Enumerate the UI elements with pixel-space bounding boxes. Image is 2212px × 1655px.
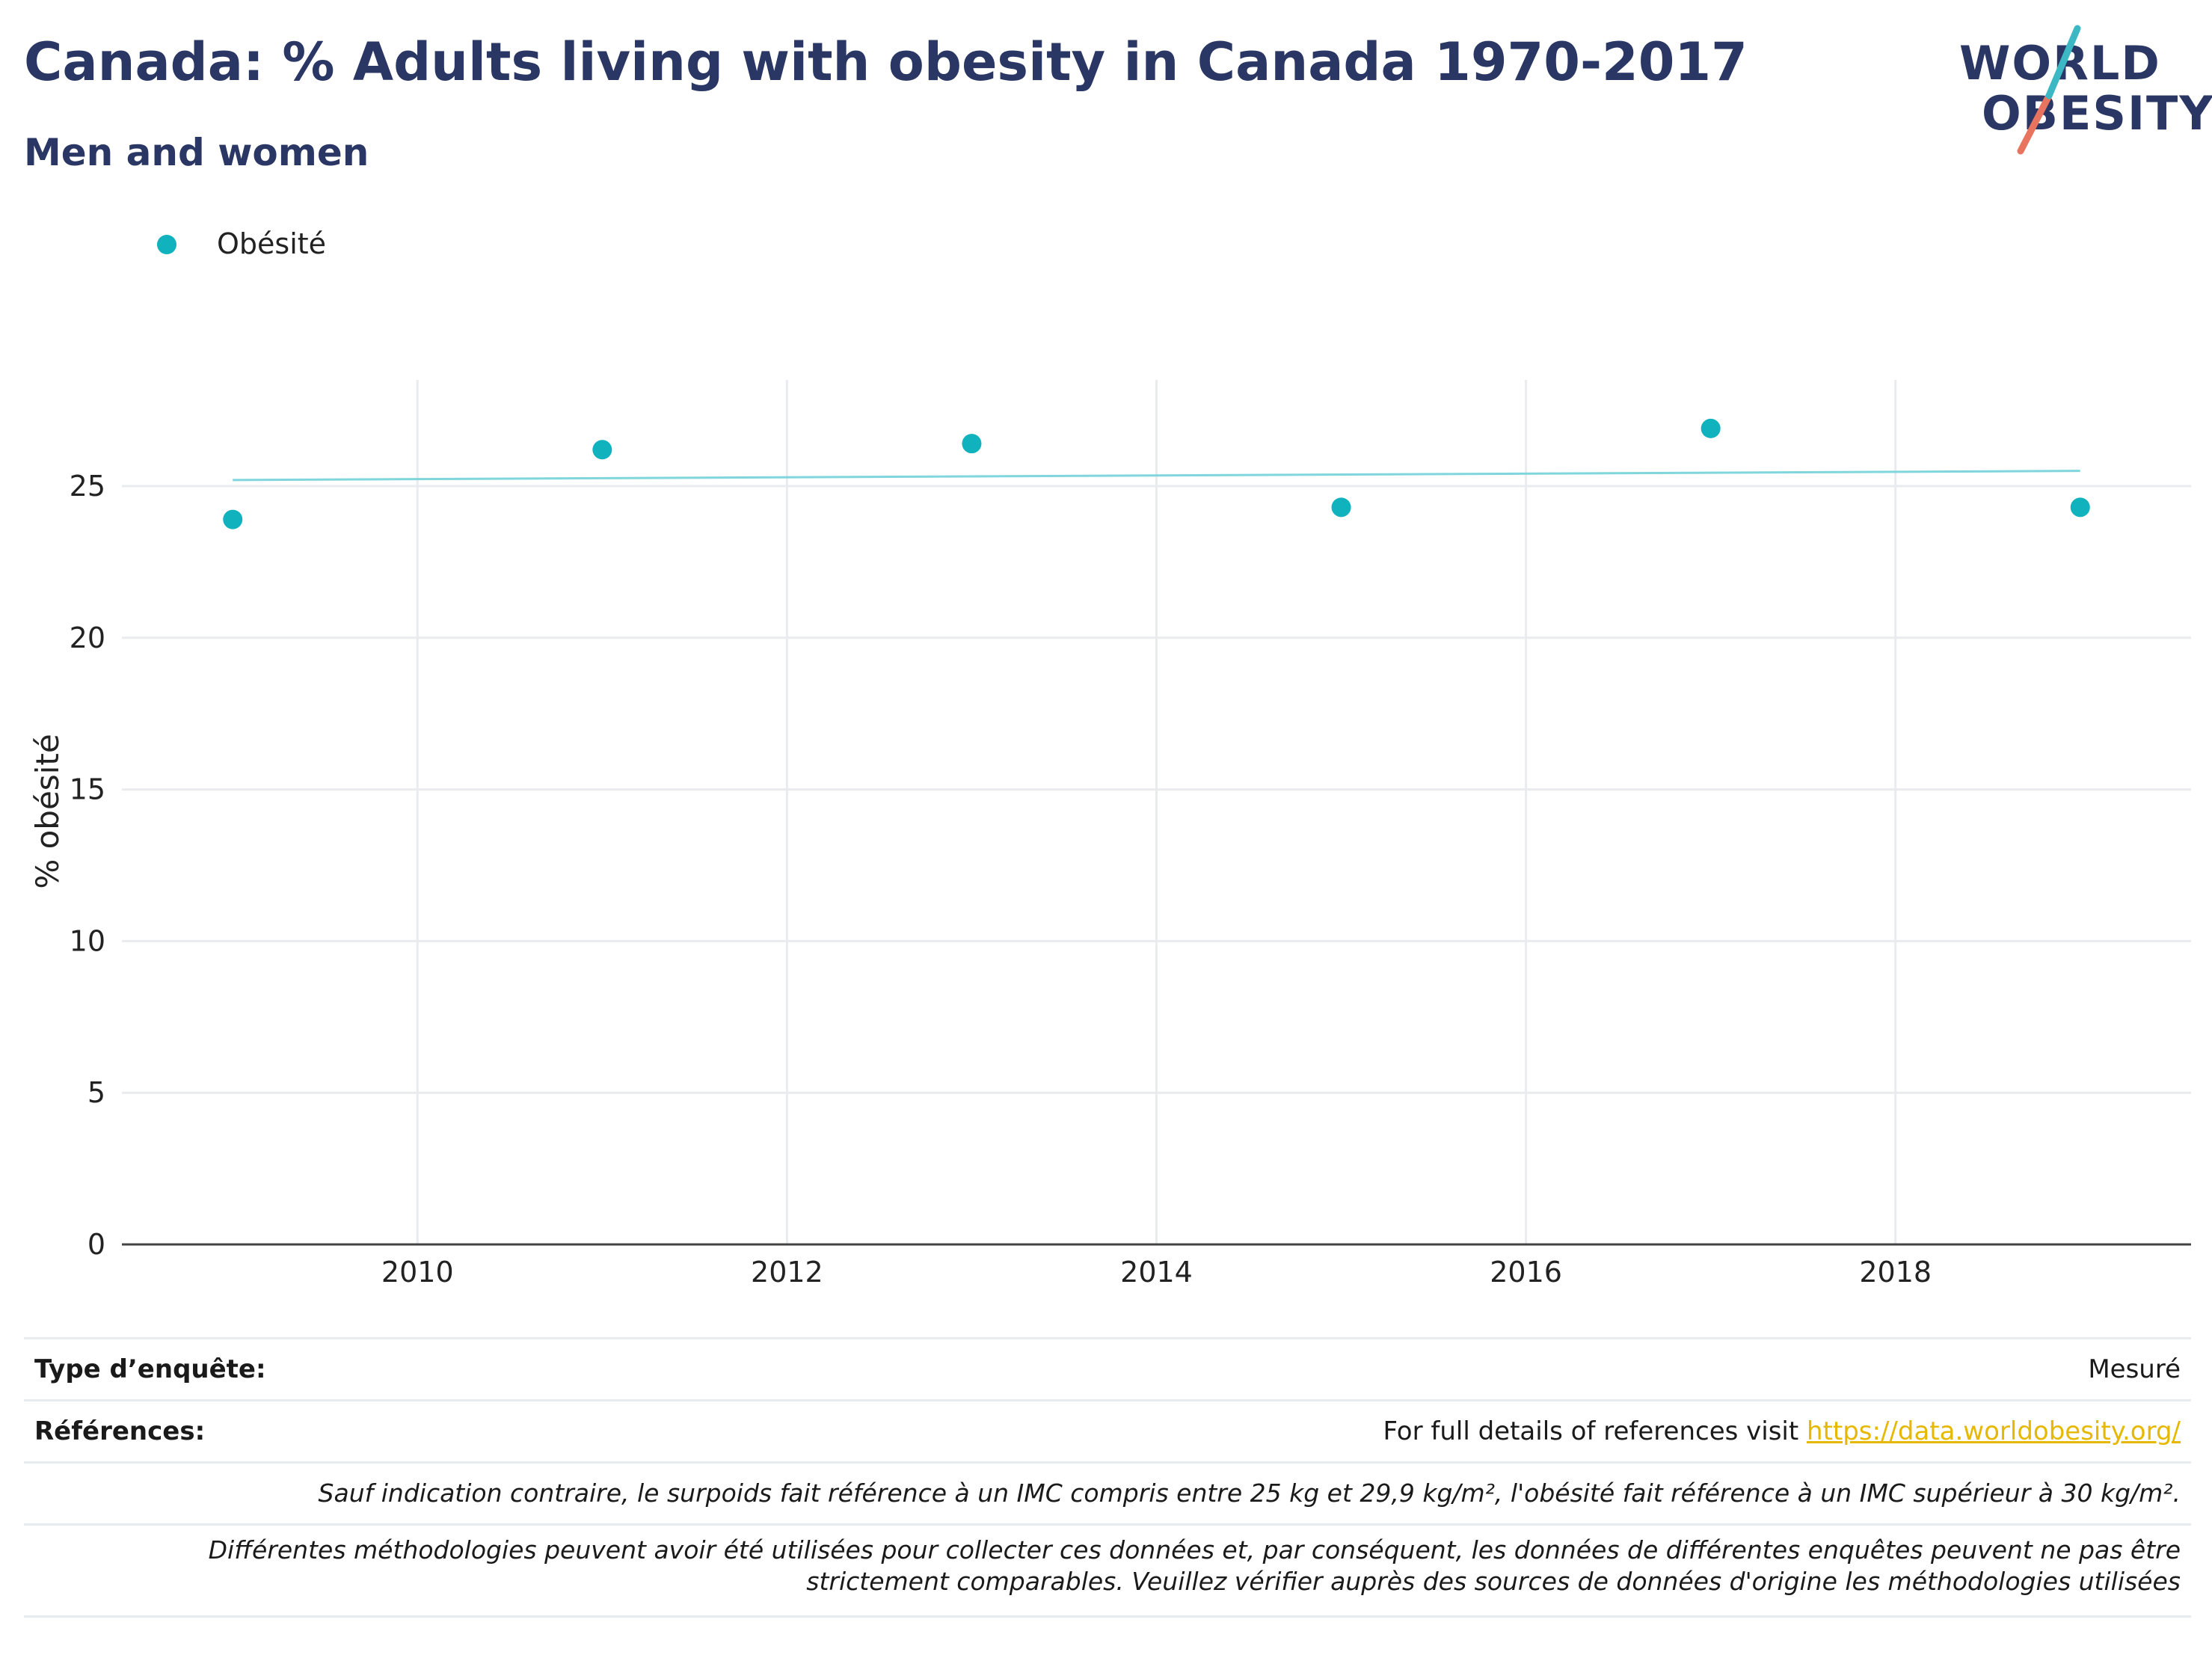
chart-footer: Type d’enquête: Mesuré Références: For f… (24, 1337, 2191, 1618)
references-value: For full details of references visit htt… (1383, 1416, 2181, 1446)
y-tick-label: 20 (70, 621, 105, 654)
data-point (2070, 497, 2090, 518)
references-row: Références: For full details of referenc… (24, 1399, 2191, 1461)
survey-type-row: Type d’enquête: Mesuré (24, 1337, 2191, 1399)
data-point (1331, 497, 1351, 518)
survey-type-label: Type d’enquête: (34, 1354, 266, 1384)
chart-plot-area: 0 5 10 15 20 25 2010 2012 2014 2016 2018 % obésité (29, 380, 2191, 1289)
definition-note: Sauf indication contraire, le surpoids f… (318, 1479, 2181, 1508)
y-tick-label: 10 (70, 924, 105, 957)
legend-marker-icon (157, 235, 176, 254)
y-axis-label: % obésité (29, 734, 66, 888)
x-tick-label: 2016 (1490, 1256, 1562, 1289)
world-obesity-logo: WORLD OBESITY (1944, 22, 2212, 157)
page-title: Canada: % Adults living with obesity in … (24, 31, 1748, 93)
trend-line (233, 470, 2080, 482)
page-subtitle: Men and women (24, 131, 369, 174)
survey-type-value: Mesuré (2088, 1354, 2181, 1384)
logo-slash-icon (2017, 25, 2081, 155)
references-label: Références: (34, 1416, 206, 1446)
y-tick-label: 25 (70, 470, 105, 503)
legend-label: Obésité (217, 227, 327, 260)
references-text: For full details of references visit (1383, 1416, 1799, 1446)
x-tick-label: 2018 (1859, 1256, 1932, 1289)
methodology-note-row: Différentes méthodologies peuvent avoir … (24, 1523, 2191, 1618)
x-tick-label: 2012 (751, 1256, 823, 1289)
data-point (592, 440, 612, 460)
x-tick-label: 2010 (381, 1256, 454, 1289)
y-tick-label: 5 (87, 1076, 105, 1109)
data-point (962, 434, 982, 454)
methodology-note: Différentes méthodologies peuvent avoir … (208, 1535, 2181, 1596)
x-tick-label: 2014 (1120, 1256, 1193, 1289)
definition-note-row: Sauf indication contraire, le surpoids f… (24, 1461, 2191, 1523)
data-point (223, 509, 243, 529)
y-tick-label: 0 (87, 1228, 105, 1261)
references-link[interactable]: https://data.worldobesity.org/ (1807, 1416, 2181, 1446)
y-tick-label: 15 (70, 773, 105, 806)
data-point (1701, 418, 1721, 438)
logo-word-obesity: OBESITY (1982, 86, 2212, 141)
